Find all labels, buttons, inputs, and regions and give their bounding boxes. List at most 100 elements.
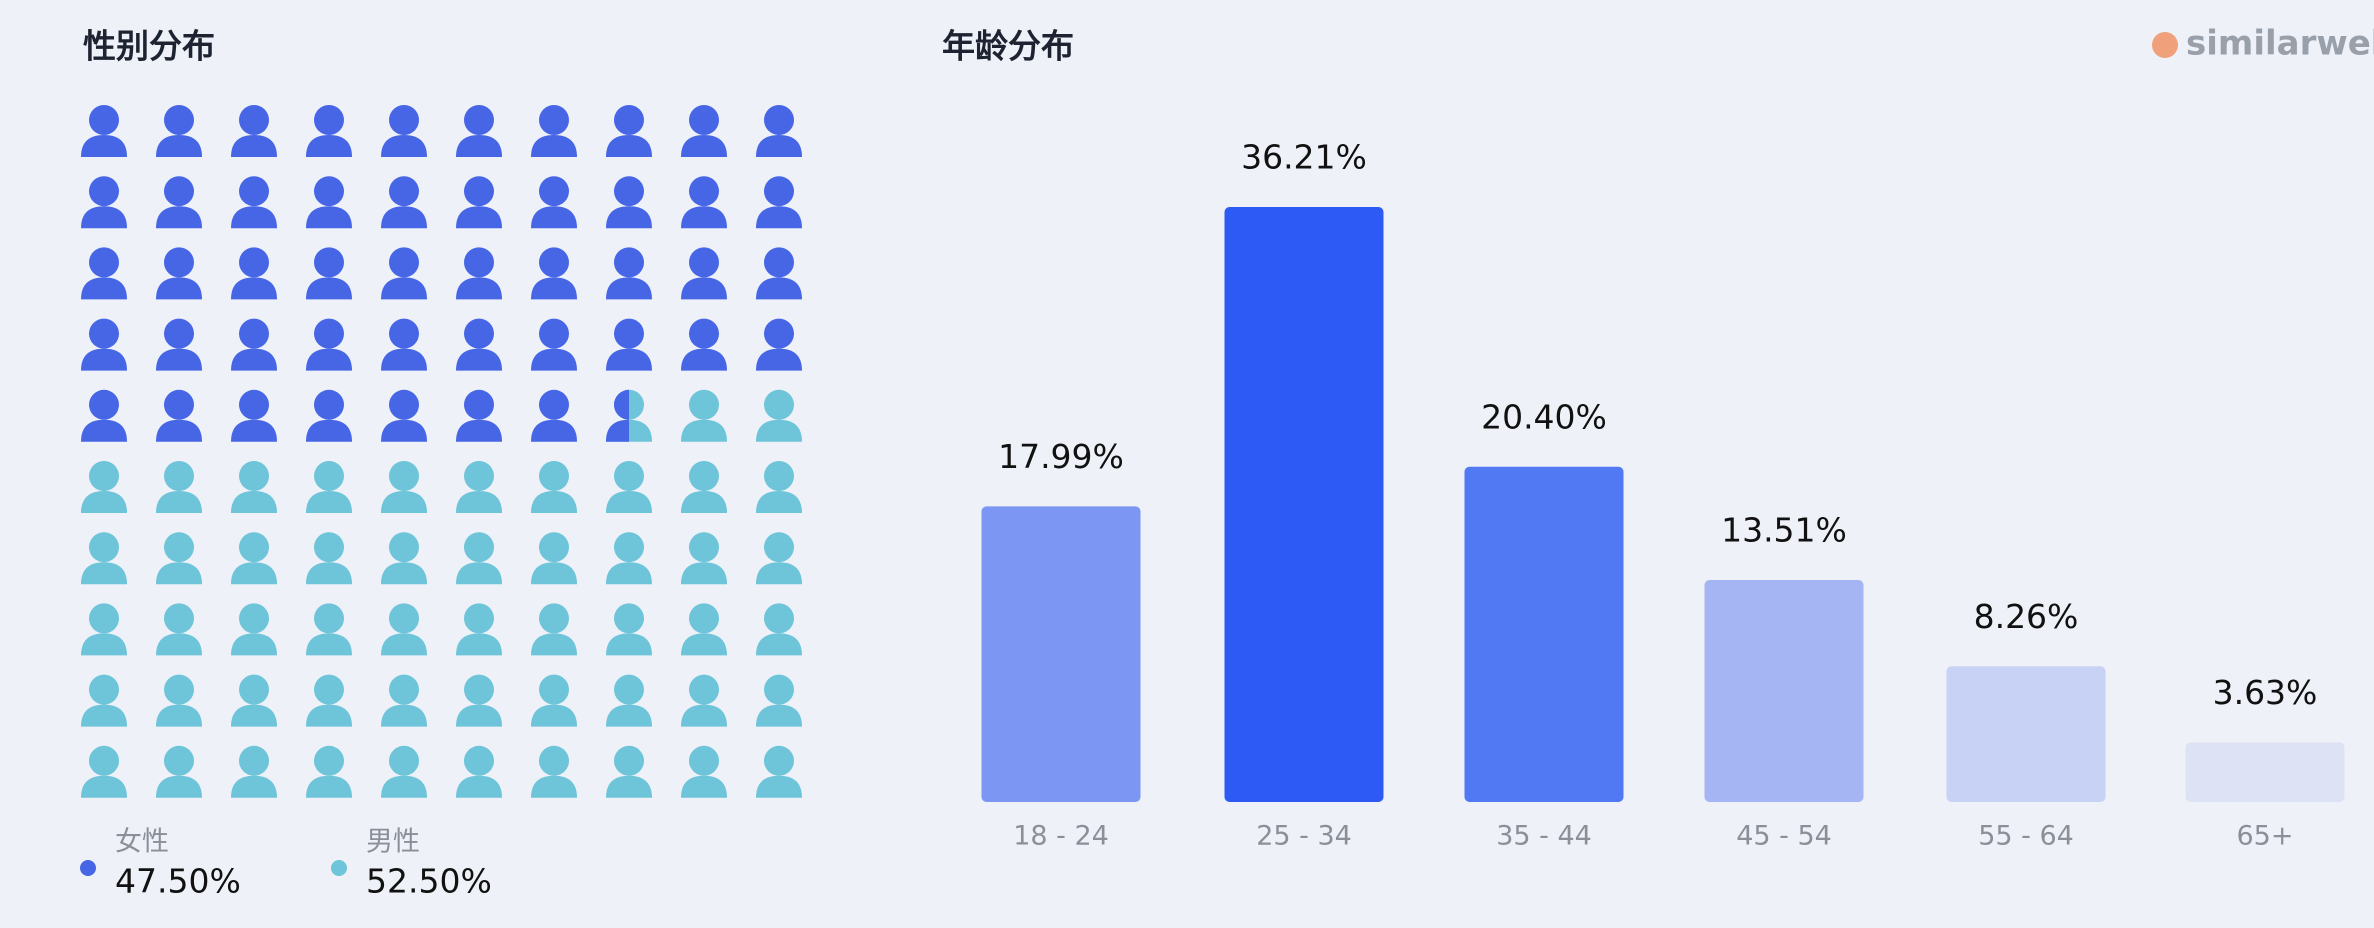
icon-body [606, 775, 652, 798]
icon-body [81, 491, 127, 513]
person-icon [306, 674, 352, 727]
person-icon [456, 745, 502, 798]
x-tick-label: 35 - 44 [1496, 821, 1592, 852]
icon-head [614, 105, 644, 135]
brand: similarweb [2186, 24, 2374, 64]
icon-body [81, 704, 127, 727]
icon-body [756, 491, 802, 513]
icon-body [606, 419, 629, 442]
person-icon [381, 105, 427, 157]
person-icon [156, 105, 202, 157]
icon-body [531, 206, 577, 229]
icon-body [456, 491, 502, 513]
icon-head [314, 318, 344, 349]
icon-head [89, 389, 119, 420]
person-icon [531, 105, 577, 157]
icon-body [456, 348, 502, 371]
value-label: 13.51% [1721, 511, 1847, 550]
icon-body [231, 562, 277, 585]
person-icon [81, 745, 127, 798]
icon-head [314, 247, 344, 278]
person-icon [81, 318, 127, 371]
person-icon [756, 603, 802, 656]
icon-body [681, 206, 727, 229]
person-icon [456, 247, 502, 300]
person-icon [381, 532, 427, 585]
icon-head [614, 461, 644, 491]
person-icon [531, 745, 577, 798]
icon-head [239, 461, 269, 491]
person-icon [531, 176, 577, 229]
icon-head [614, 176, 644, 207]
person-icon [681, 461, 727, 513]
person-icon [231, 674, 277, 727]
person-icon [531, 247, 577, 300]
icon-body [231, 419, 277, 442]
icon-head [464, 461, 494, 491]
icon-head [764, 461, 794, 491]
icon-head [389, 176, 419, 207]
icon-head [389, 105, 419, 135]
icon-head [689, 745, 719, 776]
icon-head [764, 674, 794, 705]
icon-head [89, 745, 119, 776]
person-icon [81, 674, 127, 727]
icon-body [81, 562, 127, 585]
icon-head [464, 745, 494, 776]
icon-body [456, 206, 502, 229]
icon-head [389, 247, 419, 278]
icon-body [531, 135, 577, 157]
icon-head [89, 105, 119, 135]
icon-body [531, 491, 577, 513]
icon-body [756, 206, 802, 229]
icon-head [389, 532, 419, 563]
icon-body [306, 633, 352, 656]
person-icon [306, 461, 352, 513]
icon-body [756, 633, 802, 656]
icon-head [164, 105, 194, 135]
person-icon [381, 745, 427, 798]
icon-head [689, 247, 719, 278]
icon-head [164, 247, 194, 278]
icon-head [164, 674, 194, 705]
icon-head [239, 247, 269, 278]
person-icon [381, 603, 427, 656]
icon-body [156, 491, 202, 513]
person-icon [606, 461, 652, 513]
person-icon [531, 603, 577, 656]
icon-body [681, 562, 727, 585]
icon-body [531, 633, 577, 656]
icon-head [89, 247, 119, 278]
value-label: 20.40% [1481, 397, 1607, 436]
value-label: 36.21% [1241, 138, 1367, 177]
icon-body [606, 277, 652, 300]
icon-body [381, 775, 427, 798]
person-icon [306, 105, 352, 157]
icon-head [539, 176, 569, 207]
value-label: 8.26% [1974, 597, 2079, 636]
icon-head [389, 745, 419, 776]
person-icon [606, 674, 652, 727]
icon-head [164, 603, 194, 634]
person-icon [81, 247, 127, 300]
person-icon [606, 745, 652, 798]
legend-label: 男性 [366, 827, 420, 858]
icon-head [689, 603, 719, 634]
icon-head [614, 389, 629, 420]
icon-body [231, 135, 277, 157]
bar [1704, 580, 1864, 802]
icon-body [81, 419, 127, 442]
person-icon [456, 176, 502, 229]
icon-body [156, 348, 202, 371]
icon-head [539, 745, 569, 776]
x-tick-label: 45 - 54 [1736, 821, 1832, 852]
person-icon [756, 532, 802, 585]
icon-body [681, 633, 727, 656]
person-icon [381, 461, 427, 513]
legend-value: 52.50% [366, 862, 492, 901]
person-icon [231, 318, 277, 371]
legend-label: 女性 [115, 827, 169, 858]
person-icon [606, 318, 652, 371]
person-icon [306, 603, 352, 656]
icon-head [239, 532, 269, 563]
